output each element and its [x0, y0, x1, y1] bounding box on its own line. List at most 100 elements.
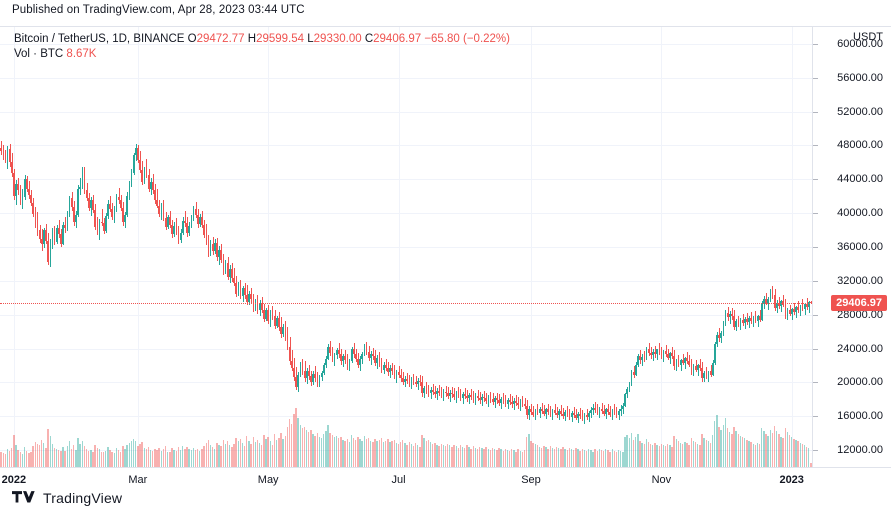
volume-bar	[280, 432, 282, 467]
candle-body	[464, 394, 466, 396]
volume-bar	[226, 441, 229, 467]
candle-body	[94, 209, 96, 227]
candle-wick	[420, 374, 421, 386]
candle-body	[476, 395, 479, 398]
candle-body	[767, 299, 769, 303]
candle-body	[229, 269, 231, 277]
volume-bar	[30, 451, 32, 467]
candle-wick	[198, 208, 199, 228]
candle-body	[154, 190, 156, 201]
candle-wick	[437, 388, 438, 401]
candle-wick	[743, 313, 744, 326]
volume-bar	[570, 448, 573, 467]
volume-bar	[628, 438, 630, 467]
candle-body	[504, 401, 507, 404]
candle-body	[408, 380, 410, 384]
price-axis-tick-mark	[813, 416, 818, 418]
volume-bar	[417, 445, 419, 467]
volume-bar	[739, 435, 742, 467]
candle-wick	[574, 406, 575, 418]
candle-body	[367, 351, 370, 358]
volume-bar	[639, 441, 641, 467]
candle-wick	[275, 310, 276, 330]
candle-body	[508, 400, 511, 402]
candle-body	[179, 232, 182, 241]
chart-plot-area[interactable]	[0, 27, 812, 467]
candle-wick	[97, 216, 98, 236]
volume-bar	[385, 441, 387, 467]
candle-body	[637, 356, 639, 365]
price-axis-tick-mark	[813, 111, 818, 113]
volume-bar	[102, 452, 105, 467]
volume-bar	[617, 449, 620, 467]
tradingview-logo-icon[interactable]	[12, 490, 36, 506]
candle-body	[707, 371, 710, 377]
candle-wick	[465, 388, 466, 400]
volume-bar	[387, 438, 389, 467]
tradingview-wordmark[interactable]: TradingView	[43, 490, 123, 506]
candle-wick	[713, 360, 714, 377]
volume-bar	[598, 448, 601, 467]
candle-body	[47, 241, 49, 263]
volume-bar	[312, 433, 314, 467]
candle-body	[485, 398, 487, 401]
candle-body	[502, 399, 504, 401]
candle-body	[534, 410, 536, 415]
volume-bar	[669, 445, 671, 467]
candle-body	[380, 363, 383, 370]
candle-wick	[608, 403, 609, 415]
legend-volume-row: Vol · BTC 8.67K	[14, 47, 510, 62]
candle-body	[105, 215, 107, 231]
volume-bar	[600, 449, 603, 467]
volume-bar	[649, 443, 652, 467]
candle-wick	[550, 406, 551, 418]
candle-body	[391, 368, 393, 372]
legend-low-value: 29330.00	[313, 33, 362, 45]
volume-bar	[442, 445, 445, 467]
candle-body	[6, 148, 9, 162]
legend-symbol-title[interactable]: Bitcoin / TetherUS, 1D, BINANCE	[14, 33, 185, 45]
gridline-horizontal	[0, 247, 812, 248]
volume-bar	[436, 444, 438, 467]
candle-body	[28, 189, 30, 195]
candle-body	[709, 371, 712, 375]
volume-bar	[720, 429, 722, 467]
candle-body	[286, 337, 289, 347]
volume-bar	[444, 446, 447, 467]
volume-bar	[641, 442, 643, 467]
volume-bar	[803, 445, 806, 467]
candle-body	[130, 172, 133, 185]
candle-body	[562, 413, 564, 417]
volume-bar	[105, 450, 107, 467]
time-axis[interactable]: 2022MarMayJulSepNov2023MarMay	[0, 467, 891, 493]
candle-body	[602, 411, 605, 414]
candle-body	[429, 390, 432, 394]
candle-wick	[136, 143, 137, 161]
volume-bar	[286, 426, 289, 467]
legend-close-value: 29406.97	[373, 33, 422, 45]
volume-bar	[276, 439, 278, 467]
candle-body	[600, 408, 603, 412]
candle-body	[805, 303, 808, 308]
price-axis[interactable]: USDT 60000.00 56000.00 52000.00 48000.00 440…	[812, 27, 891, 467]
candle-body	[273, 316, 276, 326]
volume-bar	[325, 431, 327, 467]
candle-wick	[775, 289, 776, 312]
candle-body	[547, 409, 549, 412]
candle-body	[231, 269, 233, 279]
candle-body	[139, 159, 141, 170]
candle-wick	[277, 315, 278, 329]
candle-body	[628, 384, 630, 390]
price-axis-tick-label: 40000.00	[837, 207, 883, 220]
candle-body	[686, 357, 688, 362]
volume-bar	[147, 446, 150, 467]
volume-bar	[795, 440, 797, 467]
volume-bar	[594, 449, 596, 467]
candle-wick	[384, 362, 385, 374]
volume-bar	[207, 439, 210, 467]
candle-body	[323, 365, 325, 374]
candle-wick	[522, 395, 523, 407]
candle-body	[487, 397, 489, 401]
legend-volume-label[interactable]: Vol · BTC	[14, 48, 64, 60]
candle-wick	[245, 282, 246, 299]
